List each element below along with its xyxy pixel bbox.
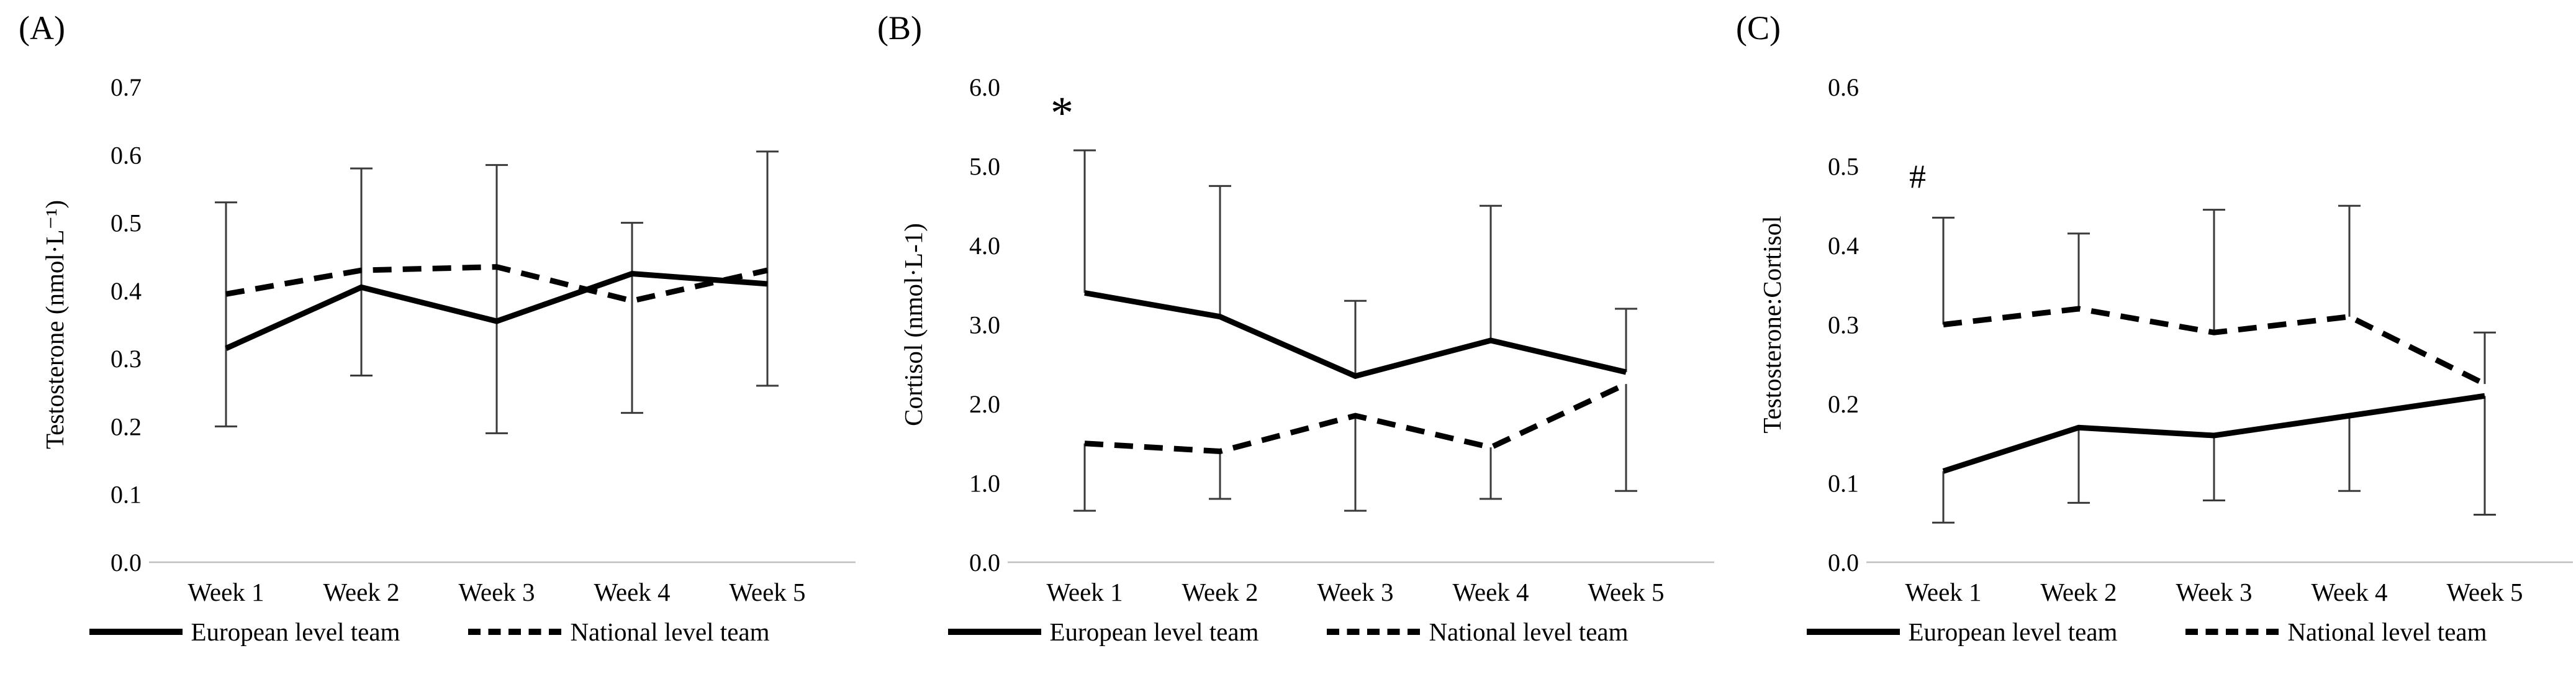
- svg-text:Week 2: Week 2: [2040, 578, 2117, 604]
- svg-text:0.3: 0.3: [1828, 311, 1859, 339]
- legend-label: National level team: [2287, 618, 2487, 646]
- chart-c-ratio: 0.0 0.1 0.2 0.3 0.4 0.5 0.6 Testosterone:Cortis…: [1758, 73, 2573, 604]
- legend-entry-european: European level team: [89, 617, 400, 647]
- y-axis-title: Testosterone (nmol·L⁻¹): [40, 200, 69, 449]
- svg-text:6.0: 6.0: [969, 73, 1000, 101]
- svg-text:0.1: 0.1: [111, 481, 142, 509]
- panel-c-label: (C): [1736, 9, 1781, 47]
- panel-b-label: (B): [877, 9, 922, 47]
- svg-text:0.1: 0.1: [1828, 470, 1859, 498]
- solid-line-sample: [947, 629, 1041, 635]
- panel-a: (A) 0.0 0.1 0.2 0.3 0.4 0.5 0.6 0.7 Testosterone…: [0, 0, 859, 684]
- svg-text:Week 4: Week 4: [2311, 578, 2387, 604]
- legend-entry-european: European level team: [1806, 617, 2118, 647]
- svg-text:0.0: 0.0: [1828, 549, 1859, 577]
- legend-label: European level team: [191, 618, 400, 646]
- svg-text:Week 4: Week 4: [1452, 578, 1529, 604]
- legend-label: European level team: [1908, 618, 2118, 646]
- svg-text:Week 2: Week 2: [1182, 578, 1258, 604]
- legend: European level team National level team: [1717, 617, 2576, 647]
- chart-a-testosterone: 0.0 0.1 0.2 0.3 0.4 0.5 0.6 0.7 Testosterone (nm…: [40, 73, 856, 604]
- error-bars: [1932, 204, 2496, 524]
- dashed-line-sample: [468, 629, 562, 635]
- svg-text:Week 3: Week 3: [458, 578, 535, 604]
- svg-text:5.0: 5.0: [969, 153, 1000, 181]
- y-tick-labels: 0.0 1.0 2.0 3.0 4.0 5.0 6.0: [969, 73, 1000, 577]
- series-line-national-level-team: [1943, 306, 2487, 387]
- x-tick-labels: Week 1 Week 2 Week 3 Week 4 Week 5: [1046, 578, 1664, 604]
- solid-line-sample: [89, 629, 183, 635]
- legend-label: National level team: [1429, 618, 1629, 646]
- significance-marker: #: [1909, 158, 1926, 195]
- y-tick-labels: 0.0 0.1 0.2 0.3 0.4 0.5 0.6 0.7: [111, 73, 142, 577]
- svg-text:0.5: 0.5: [111, 209, 142, 237]
- svg-text:Week 3: Week 3: [2176, 578, 2252, 604]
- svg-text:0.2: 0.2: [1828, 390, 1859, 418]
- panel-a-label: (A): [19, 9, 65, 47]
- svg-text:Week 4: Week 4: [594, 578, 670, 604]
- legend-entry-national: National level team: [468, 617, 770, 647]
- series-line-national-level-team: [225, 264, 768, 304]
- x-tick-labels: Week 1 Week 2 Week 3 Week 4 Week 5: [1905, 578, 2523, 604]
- svg-text:0.0: 0.0: [111, 549, 142, 577]
- svg-text:1.0: 1.0: [969, 470, 1000, 498]
- svg-text:0.4: 0.4: [1828, 232, 1859, 260]
- svg-text:Week 1: Week 1: [1046, 578, 1123, 604]
- legend-entry-national: National level team: [2185, 617, 2487, 647]
- series-line-european-level-team: [1942, 393, 2485, 474]
- y-axis-title: Testosterone:Cortisol: [1758, 216, 1786, 433]
- svg-text:3.0: 3.0: [969, 311, 1000, 339]
- svg-text:Week 3: Week 3: [1317, 578, 1393, 604]
- series-line-european-level-team: [1084, 290, 1627, 380]
- legend-label: European level team: [1049, 618, 1259, 646]
- chart-b-cortisol: 0.0 1.0 2.0 3.0 4.0 5.0 6.0 Cortisol (nmol·L-1)…: [899, 73, 1714, 604]
- y-axis-title: Cortisol (nmol·L-1): [899, 223, 928, 426]
- svg-text:Week 1: Week 1: [188, 578, 264, 604]
- y-tick-labels: 0.0 0.1 0.2 0.3 0.4 0.5 0.6: [1828, 73, 1859, 577]
- svg-text:0.5: 0.5: [1828, 153, 1859, 181]
- solid-line-sample: [1806, 629, 1900, 635]
- svg-text:0.6: 0.6: [111, 141, 142, 169]
- svg-text:0.6: 0.6: [1828, 73, 1859, 101]
- legend-entry-national: National level team: [1327, 617, 1629, 647]
- svg-text:0.3: 0.3: [111, 345, 142, 373]
- svg-text:0.4: 0.4: [111, 277, 142, 305]
- series-line-european-level-team: [225, 270, 768, 351]
- legend: European level team National level team: [0, 617, 859, 647]
- svg-text:4.0: 4.0: [969, 232, 1000, 260]
- svg-text:Week 5: Week 5: [729, 578, 805, 604]
- dashed-line-sample: [1327, 629, 1421, 635]
- svg-text:Week 2: Week 2: [323, 578, 399, 604]
- panel-b: (B) 0.0 1.0 2.0 3.0 4.0 5.0 6.0 Cortisol (nmol·…: [859, 0, 1717, 684]
- svg-text:0.0: 0.0: [969, 549, 1000, 577]
- svg-text:0.2: 0.2: [111, 413, 142, 440]
- error-bars: [215, 150, 779, 434]
- dashed-line-sample: [2185, 629, 2279, 635]
- svg-text:Week 1: Week 1: [1905, 578, 1981, 604]
- series-line-national-level-team: [1084, 381, 1627, 455]
- panel-c: (C) 0.0 0.1 0.2 0.3 0.4 0.5 0.6 Testosterone:Co…: [1717, 0, 2576, 684]
- legend-entry-european: European level team: [947, 617, 1259, 647]
- legend-label: National level team: [570, 618, 770, 646]
- error-bars: [1073, 149, 1637, 512]
- significance-marker: *: [1051, 88, 1073, 139]
- legend: European level team National level team: [859, 617, 1717, 647]
- svg-text:Week 5: Week 5: [1588, 578, 1664, 604]
- svg-text:2.0: 2.0: [969, 390, 1000, 418]
- svg-text:0.7: 0.7: [111, 73, 142, 101]
- svg-text:Week 5: Week 5: [2446, 578, 2523, 604]
- x-tick-labels: Week 1 Week 2 Week 3 Week 4 Week 5: [188, 578, 805, 604]
